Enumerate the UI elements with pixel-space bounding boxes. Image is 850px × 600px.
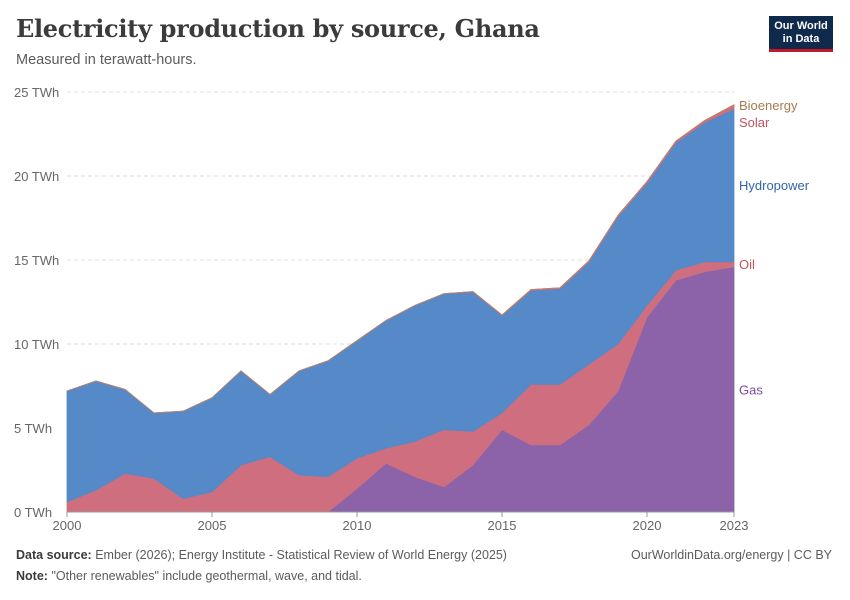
y-tick-label: 0 TWh — [14, 505, 52, 520]
x-tick-label: 2000 — [53, 518, 82, 533]
series-label-oil[interactable]: Oil — [739, 257, 755, 272]
series-label-solar[interactable]: Solar — [739, 115, 770, 130]
attribution-link[interactable]: OurWorldinData.org/energy | CC BY — [630, 548, 832, 562]
stacked-areas — [66, 104, 735, 513]
x-tick-label: 2015 — [488, 518, 517, 533]
owid-logo[interactable]: Our World in Data — [769, 16, 833, 52]
chart-title: Electricity production by source, Ghana — [16, 14, 540, 43]
y-tick-label: 25 TWh — [14, 85, 59, 100]
chart-note: Note: "Other renewables" include geother… — [16, 569, 362, 583]
chart-subtitle: Measured in terawatt-hours. — [16, 52, 197, 68]
y-tick-label: 20 TWh — [14, 169, 59, 184]
series-label-hydropower[interactable]: Hydropower — [739, 178, 810, 193]
series-labels: Bioenergy Solar Hydropower Oil Gas — [739, 98, 810, 397]
series-label-bioenergy[interactable]: Bioenergy — [739, 98, 798, 113]
data-source-text[interactable]: Ember (2026); Energy Institute - Statist… — [95, 548, 507, 562]
y-axis: 0 TWh 5 TWh 10 TWh 15 TWh 20 TWh 25 TWh — [14, 85, 59, 520]
x-axis: 2000 2005 2010 2015 2020 2023 — [53, 511, 749, 533]
x-tick-label: 2023 — [720, 518, 749, 533]
x-tick-label: 2010 — [343, 518, 372, 533]
logo-line-1: Our World — [774, 20, 828, 32]
y-tick-label: 15 TWh — [14, 253, 59, 268]
note-text: "Other renewables" include geothermal, w… — [51, 569, 362, 583]
data-source-label: Data source: — [16, 548, 92, 562]
logo-line-2: in Data — [782, 33, 820, 45]
x-tick-label: 2020 — [633, 518, 662, 533]
data-source: Data source: Ember (2026); Energy Instit… — [16, 548, 507, 562]
y-tick-label: 5 TWh — [14, 421, 52, 436]
area-bioenergy[interactable] — [66, 104, 735, 414]
series-label-gas[interactable]: Gas — [739, 382, 763, 397]
x-tick-label: 2005 — [198, 518, 227, 533]
y-tick-label: 10 TWh — [14, 337, 59, 352]
note-label: Note: — [16, 569, 48, 583]
